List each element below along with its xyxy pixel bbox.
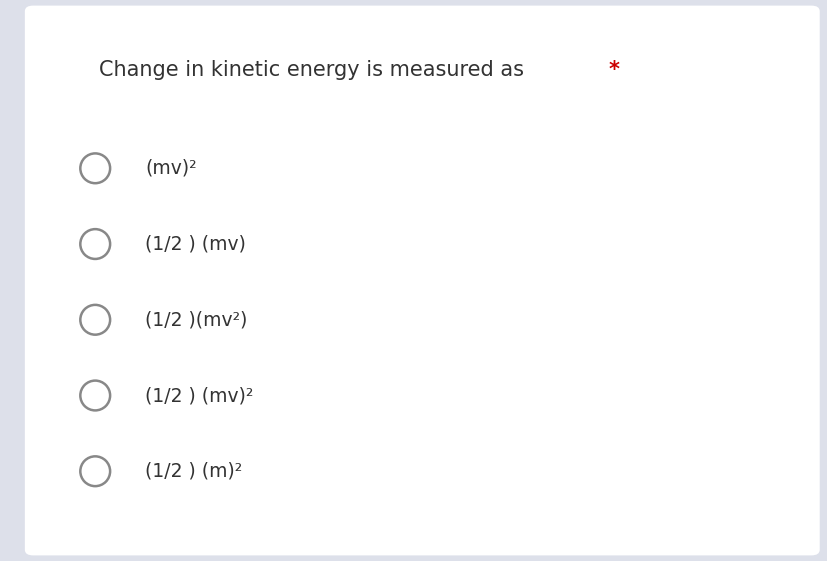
Text: Change in kinetic energy is measured as: Change in kinetic energy is measured as <box>99 60 530 80</box>
Text: (1/2 ) (mv): (1/2 ) (mv) <box>145 234 246 254</box>
FancyBboxPatch shape <box>25 6 819 555</box>
Text: (1/2 ) (mv)²: (1/2 ) (mv)² <box>145 386 253 405</box>
Text: (1/2 )(mv²): (1/2 )(mv²) <box>145 310 247 329</box>
Text: (1/2 ) (m)²: (1/2 ) (m)² <box>145 462 241 481</box>
Text: *: * <box>608 60 619 80</box>
Text: (mv)²: (mv)² <box>145 159 196 178</box>
